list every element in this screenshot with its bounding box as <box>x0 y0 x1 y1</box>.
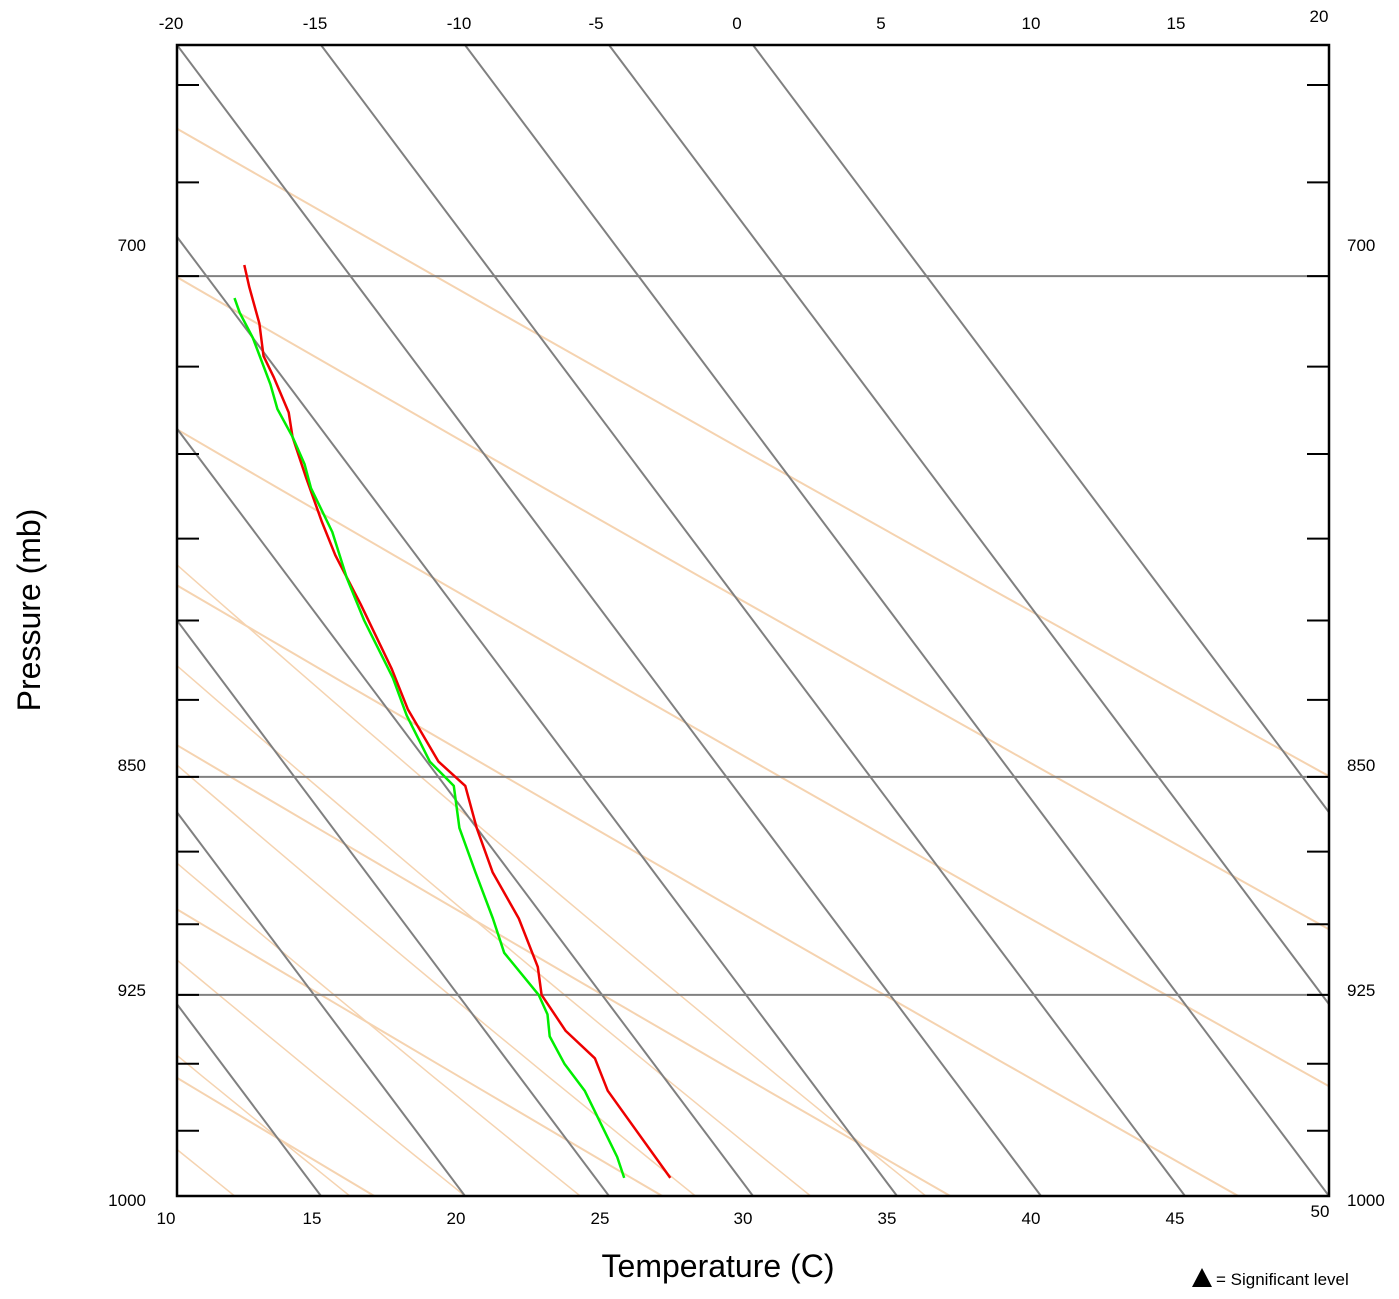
bottom-tick-label: 40 <box>1022 1209 1041 1228</box>
bottom-tick-label: 45 <box>1166 1209 1185 1228</box>
top-tick-label: -5 <box>588 14 603 33</box>
top-tick-label: -10 <box>447 14 472 33</box>
bottom-tick-label: 20 <box>447 1209 466 1228</box>
bottom-tick-label: 30 <box>734 1209 753 1228</box>
legend: = Significant level <box>1192 1268 1349 1289</box>
isotherm-line <box>177 427 754 1196</box>
tick-labels: 10 15 20 25 30 35 40 45 50 -20 -15 -10 -… <box>108 7 1385 1228</box>
moist-adiabat-grid <box>177 563 927 1196</box>
isotherm-line <box>177 235 898 1196</box>
bottom-tick-label: 25 <box>591 1209 610 1228</box>
bottom-tick-label: 50 <box>1311 1202 1330 1221</box>
isotherm-line <box>464 45 1329 1196</box>
top-tick-label: -20 <box>159 14 184 33</box>
legend-text: = Significant level <box>1216 1270 1349 1289</box>
bottom-tick-label: 35 <box>878 1209 897 1228</box>
dewpoint-profile-line <box>233 297 626 1179</box>
pressure-label-right: 700 <box>1347 236 1375 255</box>
bottom-tick-label: 10 <box>157 1209 176 1228</box>
bottom-tick-label: 15 <box>303 1209 322 1228</box>
isotherm-line <box>177 618 610 1196</box>
sounding-series <box>233 264 672 1179</box>
dry-adiabat-grid <box>177 127 1329 1196</box>
moist-adiabat-line <box>177 1054 351 1196</box>
moist-adiabat-line <box>177 664 812 1196</box>
isotherm-grid <box>177 45 1329 1196</box>
top-tick-label: 20 <box>1310 7 1329 26</box>
top-tick-label: 0 <box>732 14 741 33</box>
moist-adiabat-line <box>177 958 466 1196</box>
top-tick-label: -15 <box>303 14 328 33</box>
pressure-label-left: 1000 <box>108 1191 146 1210</box>
pressure-label-left: 700 <box>118 236 146 255</box>
isotherm-line <box>752 45 1329 814</box>
isotherm-line <box>177 810 466 1196</box>
x-axis-title: Temperature (C) <box>602 1248 835 1284</box>
pressure-label-left: 850 <box>118 756 146 775</box>
top-tick-label: 15 <box>1167 14 1186 33</box>
pressure-label-right: 1000 <box>1347 1191 1385 1210</box>
top-tick-label: 10 <box>1022 14 1041 33</box>
moist-adiabat-line <box>177 563 927 1196</box>
pressure-label-left: 925 <box>118 981 146 1000</box>
top-tick-label: 5 <box>876 14 885 33</box>
frame-ticks <box>177 83 1329 1132</box>
moist-adiabat-line <box>177 862 581 1196</box>
dry-adiabat-line <box>177 908 663 1196</box>
dry-adiabat-line <box>177 276 1329 931</box>
isotherm-line <box>177 1002 322 1196</box>
isotherm-line <box>320 45 1186 1196</box>
isotherm-line <box>608 45 1329 1006</box>
isotherm-line <box>177 45 1042 1196</box>
pressure-label-right: 925 <box>1347 981 1375 1000</box>
temperature-profile-line <box>243 264 672 1179</box>
pressure-label-right: 850 <box>1347 756 1375 775</box>
triangle-icon <box>1192 1268 1212 1287</box>
dry-adiabat-line <box>177 744 951 1196</box>
y-axis-title: Pressure (mb) <box>11 509 47 712</box>
isobar-grid <box>177 275 1329 996</box>
moist-adiabat-line <box>177 764 696 1196</box>
dry-adiabat-line <box>177 428 1329 1088</box>
dry-adiabat-line <box>177 584 1239 1196</box>
